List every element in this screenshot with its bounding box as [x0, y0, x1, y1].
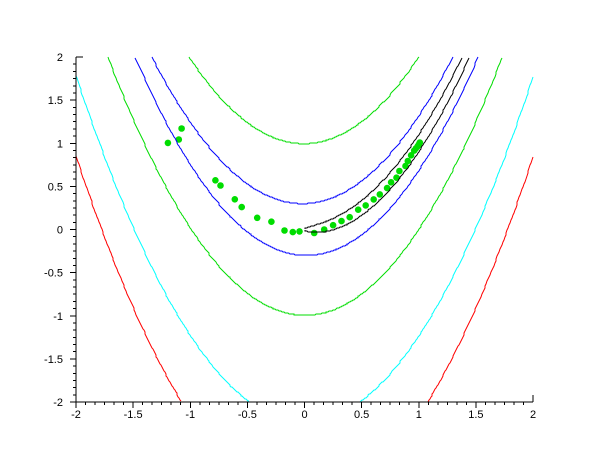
iterate-point [404, 157, 412, 165]
iterate-point [402, 162, 409, 170]
iterate-point [217, 182, 224, 189]
y-tick-label: 0.5 [48, 181, 63, 193]
x-tick-label: 1.5 [468, 409, 483, 421]
iterate-point [238, 203, 245, 211]
x-tick-label: -0.5 [238, 409, 257, 421]
contour-curves [75, 56, 534, 403]
iterate-point [296, 228, 303, 235]
iterate-point [354, 206, 362, 213]
iterate-point [231, 196, 239, 203]
iterate-point [396, 167, 403, 175]
iterate-point [370, 196, 378, 203]
optimization-iterates [164, 125, 424, 237]
x-tick-label: 0.5 [354, 409, 369, 421]
x-tick-label: 1 [416, 409, 422, 421]
iterate-point [178, 125, 185, 132]
iterate-point [362, 202, 370, 209]
iterate-point [387, 179, 395, 186]
y-tick-label: 1.5 [48, 95, 63, 107]
iterate-point [212, 177, 219, 184]
iterate-point [289, 228, 297, 236]
iterate-point [164, 139, 172, 147]
y-tick-label: 1 [57, 138, 63, 150]
iterate-point [329, 221, 337, 229]
axes: -2 -1.5 -1 -0.5 0 0.5 1 1.5 2 -2 -1.5 -1 -0.5 0 0.5 1 1.… [44, 52, 536, 421]
y-tick-label: 2 [57, 52, 63, 64]
iterate-point [376, 191, 384, 198]
x-tick-label: 2 [530, 409, 536, 421]
iterate-point [407, 152, 415, 159]
x-tick-label: -1.5 [124, 409, 143, 421]
iterate-point [310, 229, 318, 237]
y-tick-label: -2 [53, 397, 63, 409]
iterate-point [346, 213, 354, 221]
iterate-point [253, 214, 261, 222]
contour-level-1 [304, 57, 470, 233]
iterate-point [393, 174, 400, 181]
x-tick-label: -2 [71, 409, 81, 421]
x-tick-label: 0 [301, 409, 307, 421]
iterate-point [175, 136, 183, 143]
y-tick-label: -1 [53, 311, 63, 323]
iterate-point [416, 139, 424, 146]
iterate-point [338, 217, 345, 225]
iterate-point [281, 227, 288, 234]
contour-level-1000 [75, 155, 534, 403]
iterate-point [383, 184, 391, 192]
y-tick-label: -0.5 [44, 268, 63, 280]
iterate-point [268, 218, 275, 225]
x-tick-label: -1 [185, 409, 195, 421]
y-tick-label: -1.5 [44, 354, 63, 366]
contour-level-10 [134, 56, 479, 256]
contour-level-500 [75, 75, 534, 403]
y-tick-label: 0 [57, 225, 63, 237]
contour-level-100 [107, 56, 503, 316]
